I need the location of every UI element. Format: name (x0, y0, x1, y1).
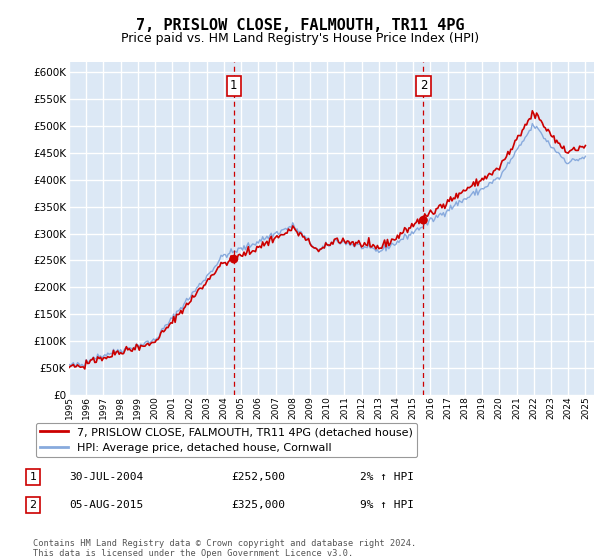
Text: 2: 2 (29, 500, 37, 510)
Point (229, 255, 239, 264)
Point (419, 216, 428, 225)
Legend: 7, PRISLOW CLOSE, FALMOUTH, TR11 4PG (detached house), HPI: Average price, detac: 7, PRISLOW CLOSE, FALMOUTH, TR11 4PG (de… (35, 423, 417, 457)
Text: 7, PRISLOW CLOSE, FALMOUTH, TR11 4PG: 7, PRISLOW CLOSE, FALMOUTH, TR11 4PG (136, 18, 464, 33)
Text: Contains HM Land Registry data © Crown copyright and database right 2024.
This d: Contains HM Land Registry data © Crown c… (33, 539, 416, 558)
Text: 30-JUL-2004: 30-JUL-2004 (69, 472, 143, 482)
Text: 9% ↑ HPI: 9% ↑ HPI (360, 500, 414, 510)
Text: 2% ↑ HPI: 2% ↑ HPI (360, 472, 414, 482)
Text: 2: 2 (419, 80, 427, 92)
Text: £325,000: £325,000 (231, 500, 285, 510)
Text: 05-AUG-2015: 05-AUG-2015 (69, 500, 143, 510)
Text: 1: 1 (29, 472, 37, 482)
Text: Price paid vs. HM Land Registry's House Price Index (HPI): Price paid vs. HM Land Registry's House … (121, 32, 479, 45)
Text: 1: 1 (230, 80, 238, 92)
Text: £252,500: £252,500 (231, 472, 285, 482)
